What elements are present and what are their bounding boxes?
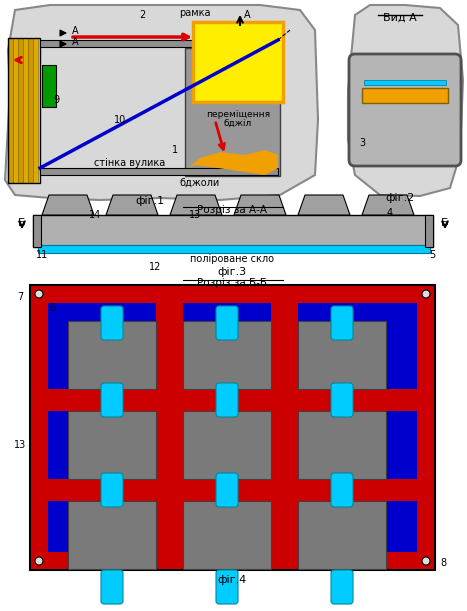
Bar	[68, 321, 156, 389]
FancyBboxPatch shape	[349, 54, 461, 166]
Text: 11: 11	[36, 250, 48, 260]
Circle shape	[35, 290, 43, 298]
Circle shape	[422, 290, 430, 298]
Circle shape	[35, 557, 43, 565]
Bar	[48, 303, 417, 552]
Bar	[48, 479, 417, 501]
Text: 5: 5	[429, 250, 435, 260]
Circle shape	[422, 557, 430, 565]
Text: 2: 2	[139, 10, 145, 20]
Polygon shape	[348, 5, 463, 196]
FancyBboxPatch shape	[331, 473, 353, 507]
Polygon shape	[106, 195, 158, 215]
Bar	[23, 38, 28, 183]
Text: А: А	[72, 37, 78, 47]
Text: 12: 12	[149, 262, 161, 272]
Bar	[298, 411, 386, 479]
Polygon shape	[298, 195, 350, 215]
Bar	[33, 38, 38, 183]
FancyBboxPatch shape	[101, 570, 123, 604]
Text: 1: 1	[172, 145, 178, 155]
Polygon shape	[42, 195, 94, 215]
Polygon shape	[362, 195, 414, 215]
Bar	[183, 501, 271, 569]
Text: 10: 10	[114, 115, 126, 125]
Text: Розріз за А-А: Розріз за А-А	[197, 205, 267, 215]
Bar	[193, 22, 283, 102]
Bar	[38, 245, 430, 253]
Text: А: А	[244, 10, 251, 20]
Bar	[40, 40, 278, 47]
Polygon shape	[5, 5, 318, 200]
Bar	[298, 321, 386, 389]
Text: фіг.1: фіг.1	[135, 196, 164, 206]
Text: 13: 13	[14, 440, 26, 450]
Bar	[40, 168, 278, 175]
FancyBboxPatch shape	[101, 306, 123, 340]
Text: стінка вулика: стінка вулика	[94, 158, 166, 168]
Bar	[42, 65, 56, 107]
FancyBboxPatch shape	[331, 570, 353, 604]
Text: 14: 14	[89, 210, 101, 220]
Polygon shape	[234, 195, 286, 215]
Polygon shape	[188, 150, 278, 175]
Bar	[33, 215, 41, 247]
Bar	[8, 38, 13, 183]
Bar	[183, 321, 271, 389]
Text: фіг.2: фіг.2	[385, 193, 415, 203]
Text: 6: 6	[49, 303, 55, 313]
Bar	[156, 303, 183, 552]
Text: рамка: рамка	[179, 8, 211, 18]
Text: А: А	[72, 26, 78, 36]
Bar	[298, 501, 386, 569]
Text: 3: 3	[359, 138, 365, 148]
FancyBboxPatch shape	[216, 383, 238, 417]
Bar	[68, 411, 156, 479]
FancyBboxPatch shape	[101, 383, 123, 417]
Text: 13: 13	[189, 210, 201, 220]
FancyBboxPatch shape	[216, 306, 238, 340]
Bar	[271, 303, 298, 552]
Text: 8: 8	[440, 558, 446, 568]
Text: переміщення: переміщення	[206, 110, 270, 119]
Bar	[362, 88, 448, 103]
Text: бджіл: бджіл	[224, 120, 252, 129]
Bar	[183, 411, 271, 479]
Bar	[48, 389, 417, 411]
Text: фіг.3: фіг.3	[218, 267, 247, 277]
Bar	[68, 501, 156, 569]
Text: Розріз за Б-Б: Розріз за Б-Б	[197, 278, 267, 288]
Text: 7: 7	[17, 292, 23, 302]
Bar	[185, 48, 280, 176]
Bar	[28, 38, 33, 183]
Bar	[8, 38, 40, 183]
Text: 9: 9	[53, 95, 59, 105]
FancyBboxPatch shape	[331, 383, 353, 417]
Bar	[33, 215, 433, 247]
Text: фіг.4: фіг.4	[217, 575, 247, 585]
Text: Вид А: Вид А	[383, 13, 417, 23]
FancyBboxPatch shape	[101, 473, 123, 507]
FancyBboxPatch shape	[216, 473, 238, 507]
Text: поліроване скло: поліроване скло	[190, 254, 274, 264]
Bar	[13, 38, 18, 183]
Bar	[30, 285, 435, 570]
Text: бджоли: бджоли	[180, 178, 220, 188]
Polygon shape	[170, 195, 222, 215]
FancyBboxPatch shape	[331, 306, 353, 340]
FancyBboxPatch shape	[216, 570, 238, 604]
Text: Б: Б	[18, 218, 26, 228]
Bar	[425, 215, 433, 247]
Text: Б: Б	[441, 218, 449, 228]
Bar	[364, 80, 446, 85]
Text: 4: 4	[387, 208, 393, 218]
Bar	[18, 38, 23, 183]
